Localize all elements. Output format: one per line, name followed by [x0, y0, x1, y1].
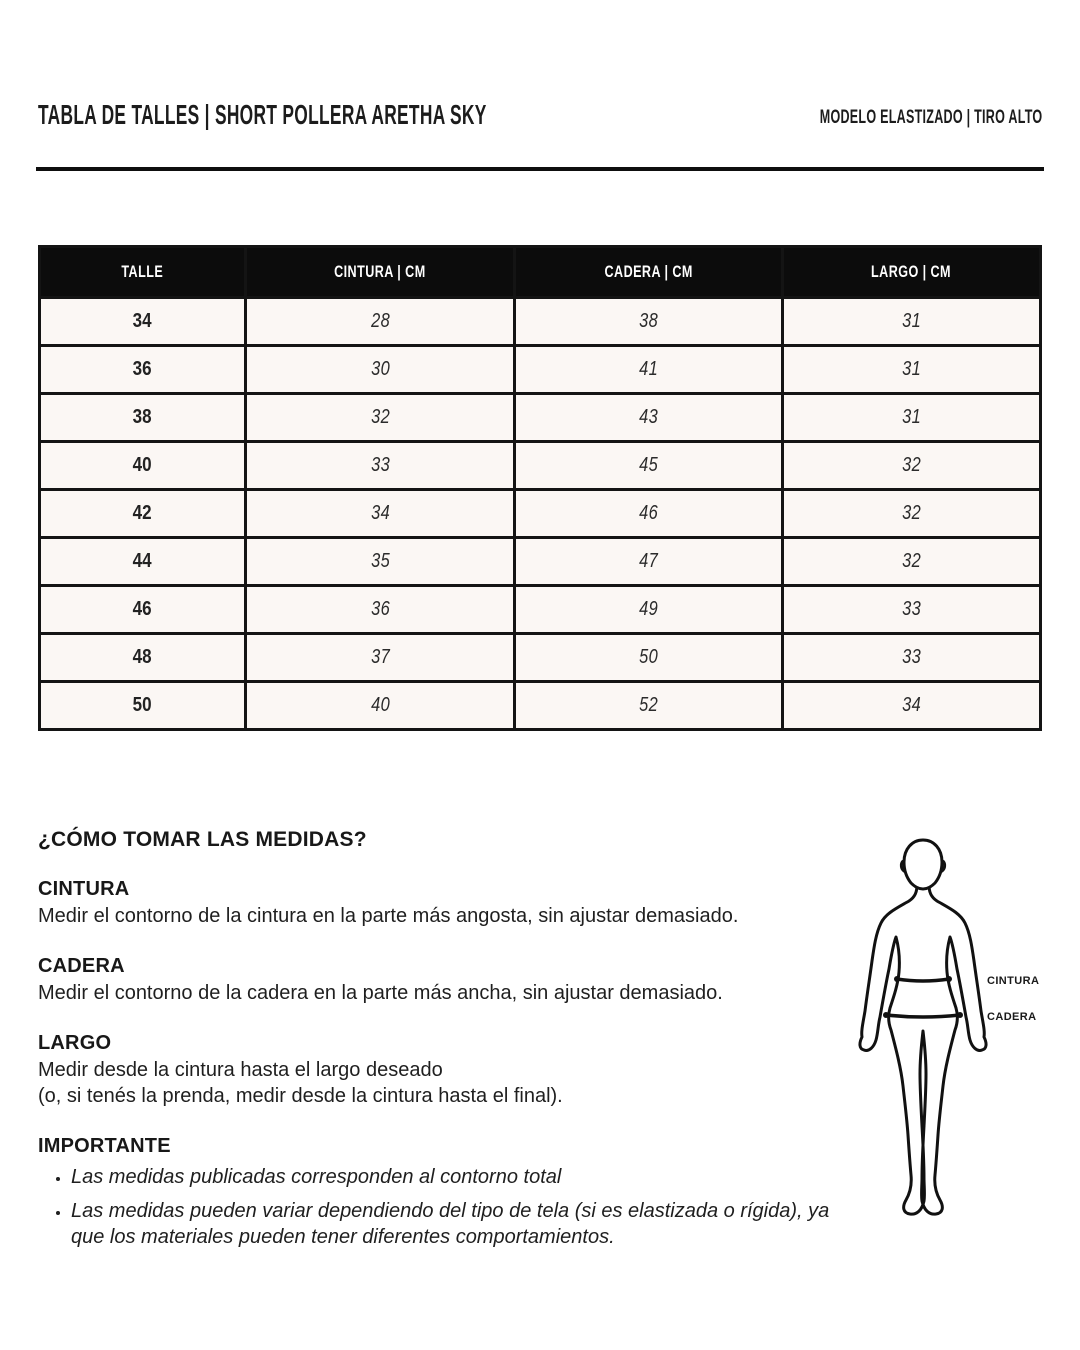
cell-talle: 46 [37, 584, 248, 635]
cell-talle: 36 [37, 344, 248, 395]
cell-cadera: 50 [513, 632, 784, 683]
section-importante: IMPORTANTE Las medidas publicadas corres… [38, 1135, 850, 1250]
section-cintura: CINTURA Medir el contorno de la cintura … [38, 878, 850, 929]
cell-talle: 38 [37, 392, 248, 443]
section-cadera-heading: CADERA [38, 955, 125, 977]
cell-cadera: 49 [513, 584, 784, 635]
body-silhouette-illustration: CINTURA CADERA [858, 838, 1039, 1216]
cell-cintura: 33 [244, 440, 517, 491]
cell-cadera: 47 [513, 536, 784, 587]
section-largo-heading: LARGO [38, 1032, 112, 1054]
cell-talle: 34 [37, 296, 248, 347]
cell-talle: 48 [37, 632, 248, 683]
hip-line-end-right [957, 1012, 963, 1018]
cell-cintura: 30 [244, 344, 517, 395]
cell-cintura: 32 [244, 392, 517, 443]
hip-label: CADERA [987, 1011, 1036, 1023]
col-header-cadera: CADERA | CM [513, 245, 784, 299]
how-to-title: ¿CÓMO TOMAR LAS MEDIDAS? [38, 828, 367, 851]
hip-line-end-left [883, 1012, 889, 1018]
cell-cintura: 34 [244, 488, 517, 539]
model-info-label: MODELO ELASTIZADO | TIRO ALTO [819, 107, 1042, 128]
importante-list: Las medidas publicadas corresponden al c… [38, 1164, 850, 1250]
waist-line-end-right [946, 976, 952, 982]
header-divider [36, 167, 1044, 171]
section-largo-text-line2: (o, si tenés la prenda, medir desde la c… [38, 1085, 563, 1107]
cell-talle: 50 [37, 680, 248, 731]
table-row: 40 33 45 32 [37, 440, 1043, 491]
table-row: 50 40 52 34 [37, 680, 1043, 731]
cell-talle: 42 [37, 488, 248, 539]
cell-talle: 40 [37, 440, 248, 491]
table-row: 34 28 38 31 [37, 296, 1043, 347]
cell-cintura: 28 [244, 296, 517, 347]
cell-talle: 44 [37, 536, 248, 587]
table-row: 36 30 41 31 [37, 344, 1043, 395]
cell-cadera: 41 [513, 344, 784, 395]
cell-cadera: 52 [513, 680, 784, 731]
measurement-figure: CINTURA CADERA [840, 828, 1080, 1248]
section-cintura-text: Medir el contorno de la cintura en la pa… [38, 905, 739, 927]
cell-cintura: 40 [244, 680, 517, 731]
table-row: 38 32 43 31 [37, 392, 1043, 443]
model-info: MODELO ELASTIZADO | TIRO ALTO [705, 107, 1042, 129]
table-row: 44 35 47 32 [37, 536, 1043, 587]
left-ear [899, 859, 906, 873]
page-title: TABLA DE TALLES | SHORT POLLERA ARETHA S… [38, 99, 487, 130]
cell-largo: 33 [780, 632, 1043, 683]
section-cadera: CADERA Medir el contorno de la cadera en… [38, 955, 850, 1006]
section-importante-heading: IMPORTANTE [38, 1135, 171, 1157]
table-row: 42 34 46 32 [37, 488, 1043, 539]
size-table: TALLE CINTURA | CM CADERA | CM LARGO | C… [37, 245, 1043, 731]
waist-line-end-left [894, 976, 900, 982]
size-table-body: 34 28 38 31 36 30 41 31 38 32 43 31 40 3… [37, 296, 1043, 731]
cell-cintura: 36 [244, 584, 517, 635]
body-outline [858, 883, 988, 1216]
cell-largo: 33 [780, 584, 1043, 635]
cell-cadera: 43 [513, 392, 784, 443]
cell-largo: 31 [780, 344, 1043, 395]
table-row: 46 36 49 33 [37, 584, 1043, 635]
section-largo: LARGO Medir desde la cintura hasta el la… [38, 1032, 850, 1109]
importante-bullet: Las medidas publicadas corresponden al c… [71, 1164, 850, 1190]
section-cintura-heading: CINTURA [38, 878, 130, 900]
cell-largo: 31 [780, 392, 1043, 443]
cell-cintura: 37 [244, 632, 517, 683]
header-row: TALLE CINTURA | CM CADERA | CM LARGO | C… [37, 245, 1043, 299]
cell-cadera: 45 [513, 440, 784, 491]
col-header-largo: LARGO | CM [780, 245, 1043, 299]
head-outline [902, 838, 944, 891]
cell-largo: 31 [780, 296, 1043, 347]
waist-label: CINTURA [987, 975, 1039, 987]
table-row: 48 37 50 33 [37, 632, 1043, 683]
right-ear [940, 859, 947, 873]
cell-largo: 32 [780, 488, 1043, 539]
waist-line [896, 977, 950, 983]
how-to-section: ¿CÓMO TOMAR LAS MEDIDAS? CINTURA Medir e… [38, 828, 850, 1258]
section-cadera-text: Medir el contorno de la cadera en la par… [38, 982, 723, 1004]
hip-line [885, 1013, 961, 1019]
size-table-header: TALLE CINTURA | CM CADERA | CM LARGO | C… [37, 245, 1043, 299]
page-header: TABLA DE TALLES | SHORT POLLERA ARETHA S… [38, 99, 762, 131]
col-header-talle: TALLE [37, 245, 248, 299]
cell-cintura: 35 [244, 536, 517, 587]
importante-bullet: Las medidas pueden variar dependiendo de… [71, 1198, 850, 1250]
cell-cadera: 46 [513, 488, 784, 539]
cell-largo: 32 [780, 440, 1043, 491]
cell-cadera: 38 [513, 296, 784, 347]
section-largo-text-line1: Medir desde la cintura hasta el largo de… [38, 1059, 443, 1081]
cell-largo: 34 [780, 680, 1043, 731]
col-header-cintura: CINTURA | CM [244, 245, 517, 299]
cell-largo: 32 [780, 536, 1043, 587]
